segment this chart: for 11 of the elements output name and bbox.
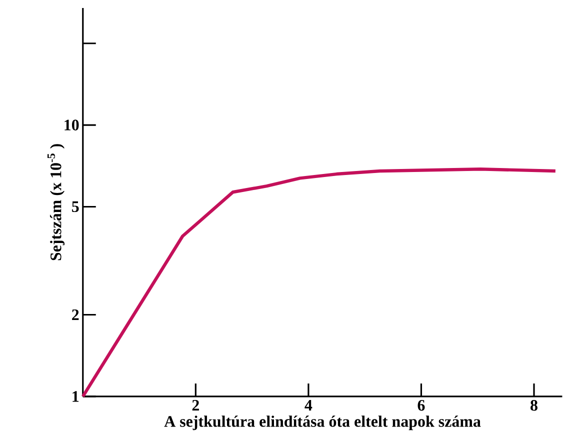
- x-tick-label: 2: [192, 400, 199, 410]
- line-series: [81, 167, 558, 398]
- x-tick-label: 6: [418, 400, 425, 411]
- y-tick-label: 5: [72, 201, 79, 212]
- x-axis-title: A sejtkultúra elindítása óta eltelt napok száma: [164, 415, 481, 430]
- y-tick-label: 1: [72, 390, 79, 402]
- y-axis-title: Sejtszám (x 10$^{-5}$ ): [48, 144, 65, 260]
- x-tick-label: 4: [304, 400, 312, 410]
- x-tick-label: 8: [530, 400, 538, 411]
- y-tick-label: 2: [72, 309, 79, 320]
- y-tick-label: 10: [64, 119, 79, 130]
